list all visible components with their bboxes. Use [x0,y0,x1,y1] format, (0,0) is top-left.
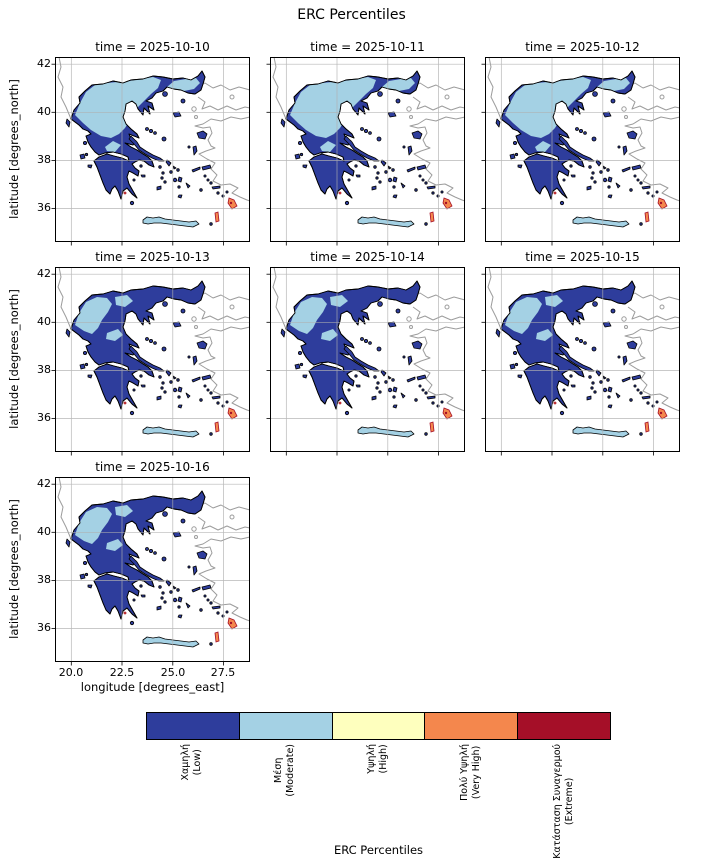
map-panel-4: time = 2025-10-13 42 40 38 36 latitude [… [7,250,251,456]
colorbar-segment-high [332,713,426,739]
xtick-22-5: 22.5 [109,666,135,679]
colorbar [146,712,611,740]
ytick-42: 42 [37,267,51,280]
panel-title-4: time = 2025-10-13 [95,250,210,264]
ytick-36: 36 [37,201,51,214]
greece-erc-map-4 [51,266,251,456]
ytick-38: 38 [37,363,51,376]
colorbar-label-extreme: Κατάσταση Συναγερμού (Extreme) [552,744,576,859]
colorbar-segment-very-high [425,713,519,739]
axes-frame [270,267,465,452]
ytick-40: 40 [37,105,51,118]
panel-title-5: time = 2025-10-14 [310,250,425,264]
panel-title-2: time = 2025-10-11 [310,40,425,54]
colorbar-segment-low [147,713,240,739]
colorbar-label-moderate: Μέση (Moderate) [273,744,297,797]
map-panel-2: time = 2025-10-11 [266,40,466,246]
colorbar-label-low: Χαμηλή (Low) [180,744,204,781]
colorbar-label-very-high: Πολύ Υψηλή (Very High) [459,744,483,801]
panel-title-6: time = 2025-10-15 [525,250,640,264]
map-panel-5: time = 2025-10-14 [266,250,466,456]
greece-erc-map-1 [51,56,251,246]
axes-frame [485,57,680,242]
axes-frame [55,477,250,662]
panel-title-1: time = 2025-10-10 [95,40,210,54]
colorbar-label-high: Υψηλή (High) [366,744,390,774]
ytick-40: 40 [37,315,51,328]
colorbar-segment-moderate [239,713,333,739]
figure-title: ERC Percentiles [297,7,406,23]
axes-frame [270,57,465,242]
ytick-40: 40 [37,525,51,538]
xtick-27-5: 27.5 [210,666,236,679]
xtick-25: 25.0 [160,666,186,679]
greece-erc-map-5 [266,266,466,456]
greece-erc-map-7 [51,476,251,666]
greece-erc-map-6 [481,266,681,456]
xtick-20: 20.0 [58,666,84,679]
colorbar-axis-label: ERC Percentiles [333,843,424,857]
ytick-36: 36 [37,621,51,634]
greece-erc-map-2 [266,56,466,246]
panel-title-3: time = 2025-10-12 [525,40,640,54]
ytick-38: 38 [37,573,51,586]
map-panel-6: time = 2025-10-15 [481,250,681,456]
map-panel-7: time = 2025-10-16 42 40 38 36 latitude [… [7,460,251,694]
panel-title-7: time = 2025-10-16 [95,460,210,474]
colorbar-segment-extreme [518,713,610,739]
x-axis-label: longitude [degrees_east] [80,680,225,694]
map-panel-1: time = 2025-10-10 42 40 38 36 latitude [… [7,40,251,246]
ytick-42: 42 [37,477,51,490]
greece-erc-map-3 [481,56,681,246]
ytick-38: 38 [37,153,51,166]
y-axis-label: latitude [degrees_north] [7,289,21,429]
ytick-42: 42 [37,57,51,70]
axes-frame [485,267,680,452]
ytick-36: 36 [37,411,51,424]
axes-frame [55,57,250,242]
axes-frame [55,267,250,452]
map-panel-3: time = 2025-10-12 [481,40,681,246]
y-axis-label: latitude [degrees_north] [7,79,21,219]
y-axis-label: latitude [degrees_north] [7,499,21,639]
